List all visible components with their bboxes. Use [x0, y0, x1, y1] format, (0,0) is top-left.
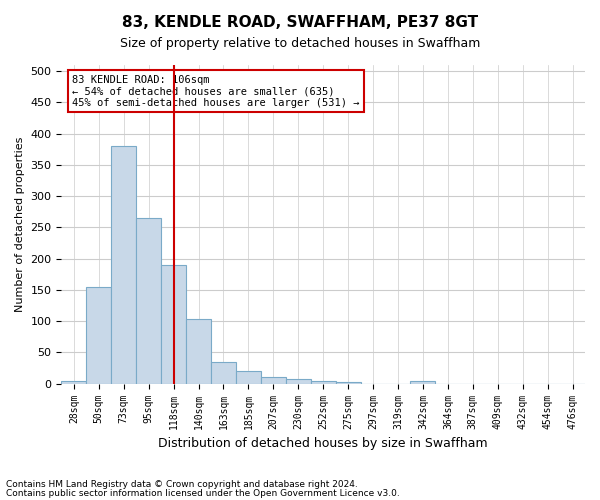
Bar [211, 362, 236, 384]
Bar [186, 320, 211, 384]
Bar [161, 265, 186, 384]
Text: Contains public sector information licensed under the Open Government Licence v3: Contains public sector information licen… [6, 489, 400, 498]
Text: Size of property relative to detached houses in Swaffham: Size of property relative to detached ho… [120, 38, 480, 51]
X-axis label: Distribution of detached houses by size in Swaffham: Distribution of detached houses by size … [158, 437, 488, 450]
Bar [86, 287, 111, 384]
Text: 83, KENDLE ROAD, SWAFFHAM, PE37 8GT: 83, KENDLE ROAD, SWAFFHAM, PE37 8GT [122, 15, 478, 30]
Bar [286, 378, 311, 384]
Text: 83 KENDLE ROAD: 106sqm
← 54% of detached houses are smaller (635)
45% of semi-de: 83 KENDLE ROAD: 106sqm ← 54% of detached… [72, 74, 359, 108]
Bar [311, 380, 335, 384]
Bar [136, 218, 161, 384]
Bar [261, 378, 286, 384]
Bar [61, 380, 86, 384]
Y-axis label: Number of detached properties: Number of detached properties [15, 136, 25, 312]
Text: Contains HM Land Registry data © Crown copyright and database right 2024.: Contains HM Land Registry data © Crown c… [6, 480, 358, 489]
Bar [410, 380, 436, 384]
Bar [111, 146, 136, 384]
Bar [335, 382, 361, 384]
Bar [236, 371, 261, 384]
